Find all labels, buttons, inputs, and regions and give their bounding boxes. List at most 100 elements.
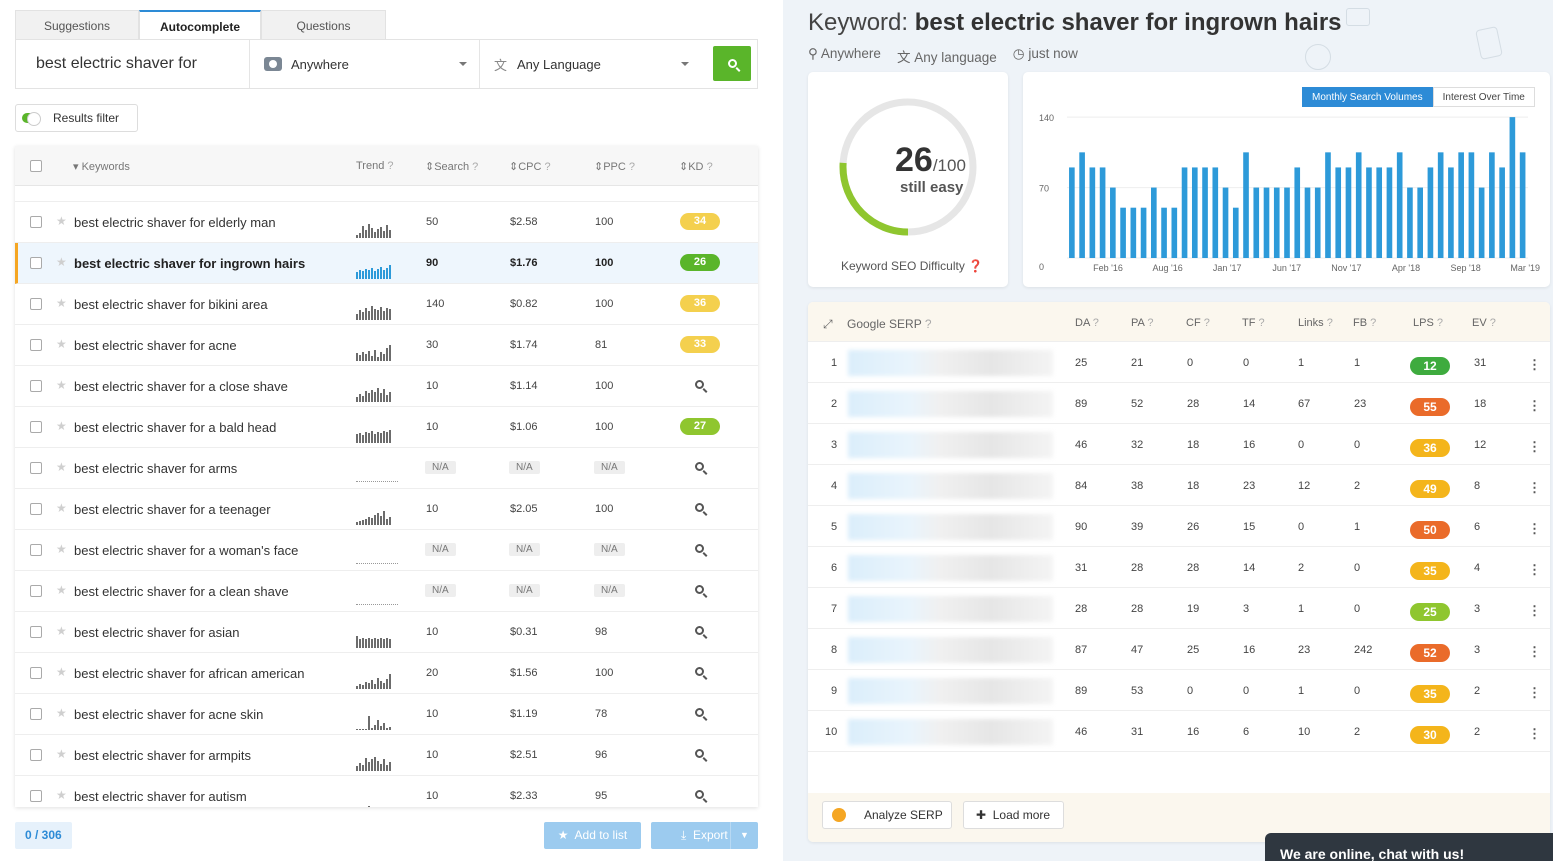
kd-search-icon[interactable]: [695, 626, 704, 638]
table-row[interactable]: ★ best electric shaver for bikini area 140…: [15, 284, 758, 325]
table-row[interactable]: ★ best electric shaver for a close shave 1…: [15, 366, 758, 407]
star-icon[interactable]: ★: [56, 501, 67, 515]
table-row[interactable]: ★ best electric shaver for arms N/A N/A N/A: [15, 448, 758, 489]
tab-questions[interactable]: Questions: [261, 10, 386, 40]
kd-search-icon[interactable]: [695, 790, 704, 802]
keyword-text[interactable]: best electric shaver for elderly man: [74, 215, 276, 230]
blurred-result-url[interactable]: [848, 391, 1053, 417]
column-ppc[interactable]: ⇕PPC ?: [594, 161, 636, 173]
blurred-result-url[interactable]: [848, 350, 1053, 376]
keyword-text[interactable]: best electric shaver for acne skin: [74, 707, 264, 722]
tab-suggestions[interactable]: Suggestions: [15, 10, 139, 40]
blurred-result-url[interactable]: [848, 555, 1053, 581]
star-icon[interactable]: ★: [56, 542, 67, 556]
row-checkbox[interactable]: [30, 257, 42, 269]
keyword-text[interactable]: best electric shaver for a clean shave: [74, 584, 289, 599]
star-icon[interactable]: ★: [56, 665, 67, 679]
star-icon[interactable]: ★: [56, 337, 67, 351]
kd-search-icon[interactable]: [695, 503, 704, 515]
star-icon[interactable]: ★: [56, 460, 67, 474]
table-row[interactable]: ★ best electric shaver for a bald head 10 $…: [15, 407, 758, 448]
blurred-result-url[interactable]: [848, 473, 1053, 499]
kd-search-icon[interactable]: [695, 380, 704, 392]
export-button[interactable]: ⤓ Export ▼: [651, 822, 758, 849]
row-checkbox[interactable]: [30, 462, 42, 474]
star-icon[interactable]: ★: [56, 624, 67, 638]
kd-search-icon[interactable]: [695, 585, 704, 597]
table-row[interactable]: ★ best electric shaver for acne skin 10 $1.…: [15, 694, 758, 735]
language-select[interactable]: 文 Any Language: [480, 40, 701, 88]
row-checkbox[interactable]: [30, 667, 42, 679]
kd-search-icon[interactable]: [695, 708, 704, 720]
results-filter-button[interactable]: Results filter: [15, 104, 138, 132]
interest-over-time-tab[interactable]: Interest Over Time: [1432, 87, 1535, 107]
add-to-list-button[interactable]: ★ Add to list: [544, 822, 641, 849]
row-checkbox[interactable]: [30, 380, 42, 392]
keyword-text[interactable]: best electric shaver for acne: [74, 338, 237, 353]
search-button[interactable]: [713, 46, 751, 81]
row-checkbox[interactable]: [30, 708, 42, 720]
keyword-text[interactable]: best electric shaver for autism: [74, 789, 247, 804]
column-kd[interactable]: ⇕KD ?: [679, 161, 713, 173]
blurred-result-url[interactable]: [848, 637, 1053, 663]
star-icon[interactable]: ★: [56, 419, 67, 433]
monthly-volumes-tab[interactable]: Monthly Search Volumes: [1302, 87, 1433, 107]
analyze-serp-button[interactable]: Analyze SERP: [822, 801, 952, 829]
more-options-icon[interactable]: ⋮: [1528, 726, 1541, 741]
table-row[interactable]: ★ best electric shaver for a clean shave N…: [15, 571, 758, 612]
row-checkbox[interactable]: [30, 298, 42, 310]
table-row[interactable]: ★ best electric shaver for armpits 10 $2.51…: [15, 735, 758, 776]
chat-widget[interactable]: We are online, chat with us!: [1265, 833, 1553, 861]
row-checkbox[interactable]: [30, 339, 42, 351]
row-checkbox[interactable]: [30, 544, 42, 556]
star-icon[interactable]: ★: [56, 788, 67, 802]
more-options-icon[interactable]: ⋮: [1528, 644, 1541, 659]
keyword-text[interactable]: best electric shaver for armpits: [74, 748, 252, 763]
more-options-icon[interactable]: ⋮: [1528, 603, 1541, 618]
blurred-result-url[interactable]: [848, 432, 1053, 458]
more-options-icon[interactable]: ⋮: [1528, 398, 1541, 413]
table-row[interactable]: ★ best electric shaver for autism 10 $2.33 9…: [15, 776, 758, 807]
table-row[interactable]: ★ best electric shaver for asian 10 $0.31 98: [15, 612, 758, 653]
filter-toggle[interactable]: [22, 112, 41, 126]
table-row[interactable]: ★ best electric shaver for acne 30 $1.74 81 3…: [15, 325, 758, 366]
keyword-text[interactable]: best electric shaver for a woman's face: [74, 543, 299, 558]
expand-icon[interactable]: ⤢: [823, 317, 833, 331]
export-dropdown-icon[interactable]: ▼: [730, 822, 758, 849]
row-checkbox[interactable]: [30, 790, 42, 802]
more-options-icon[interactable]: ⋮: [1528, 480, 1541, 495]
keyword-text[interactable]: best electric shaver for a bald head: [74, 420, 277, 435]
tab-autocomplete[interactable]: Autocomplete: [139, 10, 261, 40]
load-more-button[interactable]: ✚ Load more: [963, 801, 1064, 829]
star-icon[interactable]: ★: [56, 378, 67, 392]
row-checkbox[interactable]: [30, 216, 42, 228]
location-select[interactable]: Anywhere: [250, 40, 480, 88]
table-row[interactable]: ★ best electric shaver for ingrown hairs 9…: [15, 243, 758, 284]
kd-search-icon[interactable]: [695, 667, 704, 679]
keyword-text[interactable]: best electric shaver for arms: [74, 461, 238, 476]
more-options-icon[interactable]: ⋮: [1528, 685, 1541, 700]
keyword-text[interactable]: best electric shaver for ingrown hairs: [74, 256, 306, 271]
column-search[interactable]: ⇕Search ?: [425, 161, 479, 173]
more-options-icon[interactable]: ⋮: [1528, 357, 1541, 372]
table-row[interactable]: ★ best electric shaver for a teenager 10 $2…: [15, 489, 758, 530]
blurred-result-url[interactable]: [848, 596, 1053, 622]
row-checkbox[interactable]: [30, 421, 42, 433]
blurred-result-url[interactable]: [848, 514, 1053, 540]
column-trend[interactable]: Trend ?: [356, 160, 394, 172]
star-icon[interactable]: ★: [56, 747, 67, 761]
row-checkbox[interactable]: [30, 503, 42, 515]
row-checkbox[interactable]: [30, 626, 42, 638]
row-checkbox[interactable]: [30, 585, 42, 597]
more-options-icon[interactable]: ⋮: [1528, 439, 1541, 454]
more-options-icon[interactable]: ⋮: [1528, 562, 1541, 577]
row-checkbox[interactable]: [30, 749, 42, 761]
keyword-text[interactable]: best electric shaver for bikini area: [74, 297, 268, 312]
blurred-result-url[interactable]: [848, 678, 1053, 704]
table-row[interactable]: ★ best electric shaver for elderly man 50 $…: [15, 202, 758, 243]
star-icon[interactable]: ★: [56, 296, 67, 310]
kd-search-icon[interactable]: [695, 462, 704, 474]
blurred-result-url[interactable]: [848, 719, 1053, 745]
star-icon[interactable]: ★: [56, 255, 67, 269]
keyword-text[interactable]: best electric shaver for a teenager: [74, 502, 271, 517]
